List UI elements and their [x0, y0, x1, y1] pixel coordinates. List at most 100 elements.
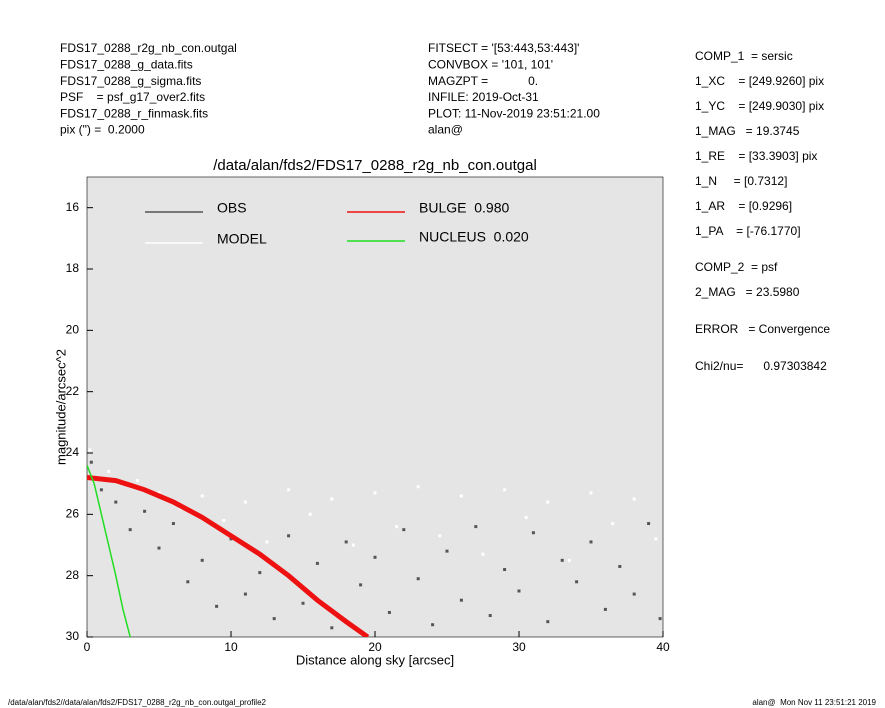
header-left-line: pix (") = 0.2000 — [60, 123, 145, 137]
data-point — [99, 488, 103, 492]
data-point — [330, 497, 334, 501]
header-middle-line: alan@ — [428, 123, 463, 137]
data-point — [647, 522, 651, 526]
data-point — [611, 522, 615, 526]
data-point — [89, 460, 93, 464]
data-point — [546, 500, 550, 504]
data-point — [459, 598, 463, 602]
data-point — [315, 561, 319, 565]
data-point — [143, 509, 147, 513]
data-point — [265, 540, 269, 544]
plot-area — [86, 176, 664, 638]
header-right-line: 1_PA = [-76.1770] — [695, 224, 801, 238]
header-right-line: 1_RE = [33.3903] pix — [695, 149, 817, 163]
header-middle-line: INFILE: 2019-Oct-31 — [428, 90, 539, 104]
data-point — [135, 479, 139, 483]
data-point — [632, 592, 636, 596]
data-point — [222, 518, 226, 522]
y-tick-label: 30 — [66, 629, 80, 643]
data-point — [229, 537, 233, 541]
data-point — [589, 491, 593, 495]
header-middle-line: MAGZPT = 0. — [428, 74, 538, 88]
x-tick-label: 10 — [224, 640, 238, 654]
data-point — [488, 614, 492, 618]
data-point — [431, 623, 435, 627]
data-point — [402, 528, 406, 532]
header-right-line: 2_MAG = 23.5980 — [695, 285, 800, 299]
data-point — [416, 485, 420, 489]
header-middle-line: PLOT: 11-Nov-2019 23:51:21.00 — [428, 106, 600, 120]
data-point — [171, 522, 175, 526]
legend-label: OBS — [217, 200, 247, 216]
data-point — [560, 558, 564, 562]
profile-line — [87, 464, 131, 637]
x-tick-label: 0 — [84, 640, 91, 654]
y-tick-label: 28 — [66, 568, 80, 582]
data-point — [344, 540, 348, 544]
header-left-line: FDS17_0288_g_sigma.fits — [60, 74, 201, 88]
chart-title: /data/alan/fds2/FDS17_0288_r2g_nb_con.ou… — [213, 157, 537, 174]
data-point — [575, 580, 579, 584]
data-point — [481, 552, 485, 556]
header-right-line: ERROR = Convergence — [695, 322, 830, 336]
header-right-line: 1_MAG = 19.3745 — [695, 124, 800, 138]
data-point — [524, 515, 528, 519]
legend-label: MODEL — [217, 231, 267, 247]
data-point — [654, 537, 658, 541]
header-right-line: 1_N = [0.7312] — [695, 174, 787, 188]
data-point — [445, 549, 449, 553]
header-right-line: COMP_2 = psf — [695, 260, 778, 274]
data-point — [632, 497, 636, 501]
data-point — [503, 568, 507, 572]
y-tick-label: 26 — [66, 507, 80, 521]
header-middle-line: CONVBOX = '101, 101' — [428, 57, 553, 71]
data-point — [474, 525, 478, 529]
data-point — [603, 607, 607, 611]
data-point — [287, 488, 291, 492]
y-tick-label: 22 — [66, 384, 80, 398]
data-point — [200, 558, 204, 562]
x-axis-label: Distance along sky [arcsec] — [296, 652, 454, 667]
data-point — [186, 580, 190, 584]
data-point — [658, 617, 662, 621]
data-point — [272, 617, 276, 621]
data-point — [373, 555, 377, 559]
legend-label: NUCLEUS 0.020 — [419, 229, 529, 245]
data-point — [330, 626, 334, 630]
legend-label: BULGE 0.980 — [419, 200, 509, 216]
data-point — [308, 512, 312, 516]
header-right-line: 1_YC = [249.9030] pix — [695, 99, 824, 113]
data-point — [351, 543, 355, 547]
data-point — [88, 448, 92, 452]
x-tick-label: 40 — [656, 640, 670, 654]
header-left-line: PSF = psf_g17_over2.fits — [60, 90, 205, 104]
footer-left: /data/alan/fds2//data/alan/fds2/FDS17_02… — [8, 698, 267, 707]
y-tick-label: 16 — [66, 200, 80, 214]
data-point — [589, 540, 593, 544]
data-point — [215, 604, 219, 608]
x-tick-label: 30 — [512, 640, 526, 654]
data-point — [387, 610, 391, 614]
header-right-line: Chi2/nu= 0.97303842 — [695, 359, 827, 373]
data-point — [157, 546, 161, 550]
data-point — [258, 571, 262, 575]
data-point — [395, 525, 399, 529]
data-point — [373, 491, 377, 495]
profile-line — [87, 475, 370, 637]
header-middle-line: FITSECT = '[53:443,53:443]' — [428, 41, 579, 55]
data-point — [107, 469, 111, 473]
header-left-line: FDS17_0288_r2g_nb_con.outgal — [60, 41, 237, 55]
y-tick-label: 24 — [66, 445, 80, 459]
header-right-line: 1_XC = [249.9260] pix — [695, 74, 824, 88]
data-point — [459, 494, 463, 498]
header-right-line: 1_AR = [0.9296] — [695, 199, 792, 213]
data-point — [546, 620, 550, 624]
data-point — [243, 592, 247, 596]
y-axis-label: magnitude/arcsec^2 — [53, 349, 68, 465]
data-point — [157, 491, 161, 495]
header-left-line: FDS17_0288_g_data.fits — [60, 57, 193, 71]
data-point — [567, 558, 571, 562]
footer-right: alan@ Mon Nov 11 23:51:21 2019 — [752, 698, 876, 707]
